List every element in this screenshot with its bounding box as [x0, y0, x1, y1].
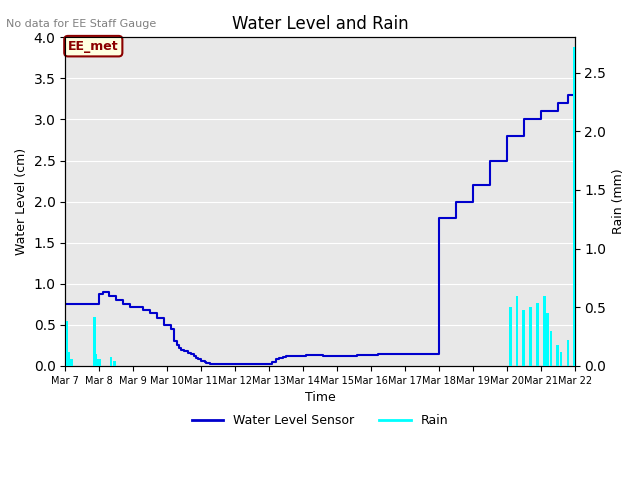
- Bar: [113, 361, 116, 366]
- Bar: [95, 354, 97, 366]
- Bar: [516, 296, 518, 366]
- Bar: [580, 307, 583, 366]
- Bar: [550, 331, 552, 366]
- Bar: [509, 307, 511, 366]
- Bar: [70, 359, 74, 366]
- Y-axis label: Rain (mm): Rain (mm): [612, 169, 625, 234]
- Bar: [592, 348, 595, 366]
- Bar: [573, 47, 576, 366]
- Text: EE_met: EE_met: [68, 40, 118, 53]
- Legend: Water Level Sensor, Rain: Water Level Sensor, Rain: [187, 409, 453, 432]
- Bar: [556, 345, 559, 366]
- Bar: [69, 359, 72, 366]
- Bar: [67, 352, 70, 366]
- Bar: [529, 307, 532, 366]
- Text: No data for EE Staff Gauge: No data for EE Staff Gauge: [6, 19, 157, 29]
- Bar: [585, 307, 588, 366]
- Bar: [522, 310, 525, 366]
- Bar: [590, 340, 593, 366]
- Bar: [587, 317, 589, 366]
- X-axis label: Time: Time: [305, 391, 335, 404]
- Bar: [594, 354, 596, 366]
- Bar: [560, 352, 563, 366]
- Title: Water Level and Rain: Water Level and Rain: [232, 15, 408, 33]
- Bar: [589, 331, 591, 366]
- Bar: [536, 302, 539, 366]
- Bar: [110, 357, 113, 366]
- Bar: [98, 359, 100, 366]
- Bar: [584, 313, 586, 366]
- Bar: [566, 340, 570, 366]
- Bar: [579, 296, 581, 366]
- Bar: [546, 313, 549, 366]
- Bar: [96, 359, 99, 366]
- Bar: [582, 319, 584, 366]
- Bar: [93, 317, 95, 366]
- Bar: [66, 321, 68, 366]
- Bar: [543, 296, 545, 366]
- Bar: [577, 190, 579, 366]
- Y-axis label: Water Level (cm): Water Level (cm): [15, 148, 28, 255]
